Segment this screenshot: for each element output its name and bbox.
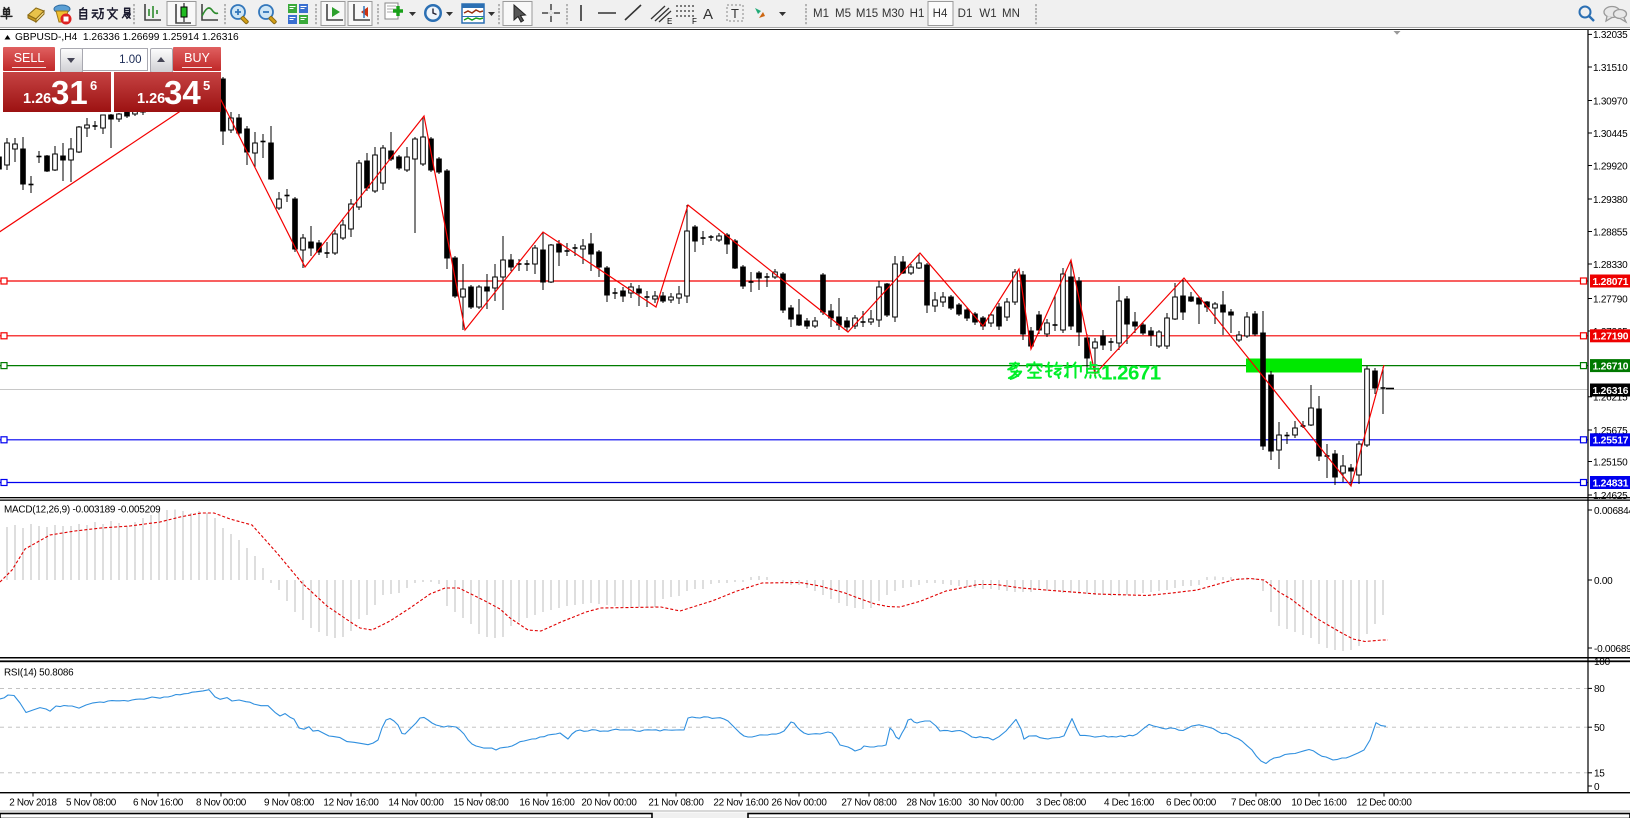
svg-text:1.27190: 1.27190 — [1593, 332, 1629, 343]
svg-text:16 Nov 16:00: 16 Nov 16:00 — [519, 798, 575, 809]
svg-text:8 Nov 00:00: 8 Nov 00:00 — [196, 798, 247, 809]
svg-text:RSI(14) 50.8086: RSI(14) 50.8086 — [4, 668, 74, 679]
svg-text:H1: H1 — [910, 8, 925, 20]
svg-text:21 Nov 08:00: 21 Nov 08:00 — [648, 798, 704, 809]
svg-text:1.26215: 1.26215 — [1593, 393, 1628, 404]
svg-text:1.24625: 1.24625 — [1593, 491, 1628, 502]
svg-text:26 Nov 00:00: 26 Nov 00:00 — [771, 798, 827, 809]
svg-text:H4: H4 — [933, 8, 948, 20]
svg-text:6 Dec 00:00: 6 Dec 00:00 — [1166, 798, 1217, 809]
svg-text:22 Nov 16:00: 22 Nov 16:00 — [713, 798, 769, 809]
svg-text:A: A — [703, 6, 713, 23]
svg-text:12 Nov 16:00: 12 Nov 16:00 — [323, 798, 379, 809]
svg-text:10 Dec 16:00: 10 Dec 16:00 — [1291, 798, 1347, 809]
svg-text:F: F — [692, 17, 697, 26]
svg-text:T: T — [731, 6, 739, 21]
svg-text:MACD(12,26,9) -0.003189 -0.005: MACD(12,26,9) -0.003189 -0.005209 — [4, 505, 161, 516]
svg-text:M15: M15 — [856, 8, 878, 20]
svg-text:1.30970: 1.30970 — [1593, 96, 1628, 107]
svg-text:E: E — [667, 17, 672, 26]
svg-text:1.25150: 1.25150 — [1593, 457, 1628, 468]
svg-text:6 Nov 16:00: 6 Nov 16:00 — [133, 798, 184, 809]
svg-text:1.29380: 1.29380 — [1593, 195, 1628, 206]
svg-text:M5: M5 — [835, 8, 851, 20]
svg-text:-0.006894: -0.006894 — [1594, 644, 1630, 655]
svg-text:D1: D1 — [958, 8, 973, 20]
svg-text:1.27790: 1.27790 — [1593, 294, 1628, 305]
svg-text:27 Nov 08:00: 27 Nov 08:00 — [841, 798, 897, 809]
svg-text:1.24831: 1.24831 — [1593, 478, 1629, 489]
svg-text:W1: W1 — [979, 8, 996, 20]
svg-text:100: 100 — [1594, 657, 1611, 668]
svg-text:1.31510: 1.31510 — [1593, 63, 1628, 74]
svg-text:30 Nov 00:00: 30 Nov 00:00 — [968, 798, 1024, 809]
svg-text:15 Nov 08:00: 15 Nov 08:00 — [453, 798, 509, 809]
svg-text:0: 0 — [1594, 782, 1600, 793]
svg-text:20 Nov 00:00: 20 Nov 00:00 — [581, 798, 637, 809]
svg-text:12 Dec 00:00: 12 Dec 00:00 — [1356, 798, 1412, 809]
svg-text:1.30445: 1.30445 — [1593, 129, 1628, 140]
svg-text:3 Dec 08:00: 3 Dec 08:00 — [1036, 798, 1087, 809]
svg-text:M1: M1 — [813, 8, 829, 20]
svg-text:9 Nov 08:00: 9 Nov 08:00 — [264, 798, 315, 809]
svg-text:1.25675: 1.25675 — [1593, 426, 1628, 437]
svg-text:28 Nov 16:00: 28 Nov 16:00 — [906, 798, 962, 809]
svg-text:MN: MN — [1002, 8, 1020, 20]
svg-text:1.2671: 1.2671 — [1101, 362, 1161, 385]
svg-text:1.25517: 1.25517 — [1593, 436, 1629, 447]
svg-text:2 Nov 2018: 2 Nov 2018 — [9, 798, 57, 809]
svg-text:1.28330: 1.28330 — [1593, 260, 1628, 271]
svg-text:50: 50 — [1594, 723, 1605, 734]
svg-text:1.28071: 1.28071 — [1593, 277, 1629, 288]
svg-text:1.29920: 1.29920 — [1593, 161, 1628, 172]
svg-text:7 Dec 08:00: 7 Dec 08:00 — [1231, 798, 1282, 809]
svg-text:0.006844: 0.006844 — [1594, 506, 1630, 517]
svg-text:1.26710: 1.26710 — [1593, 361, 1629, 372]
svg-text:1.26316: 1.26316 — [1593, 386, 1629, 397]
svg-text:4 Dec 16:00: 4 Dec 16:00 — [1104, 798, 1155, 809]
svg-text:0.00: 0.00 — [1594, 576, 1613, 587]
svg-text:5 Nov 08:00: 5 Nov 08:00 — [66, 798, 117, 809]
svg-text:1.28855: 1.28855 — [1593, 227, 1628, 238]
svg-text:80: 80 — [1594, 684, 1605, 695]
svg-text:M30: M30 — [882, 8, 904, 20]
svg-text:15: 15 — [1594, 769, 1605, 780]
svg-text:14 Nov 00:00: 14 Nov 00:00 — [388, 798, 444, 809]
svg-text:1.32035: 1.32035 — [1593, 30, 1628, 41]
svg-text:GBPUSD-,H4 1.26336 1.26699 1.: GBPUSD-,H4 1.26336 1.26699 1.25914 1.263… — [15, 32, 239, 43]
